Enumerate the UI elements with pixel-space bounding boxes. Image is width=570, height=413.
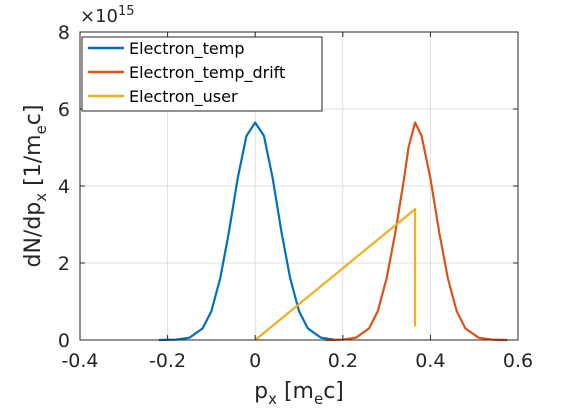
x-tick-label: 0.6 xyxy=(503,350,533,372)
legend-items: Electron_temp Electron_temp_drift Electron… xyxy=(88,39,285,107)
y-tick-label: 2 xyxy=(58,253,70,275)
y-multiplier: ×1015 xyxy=(80,4,135,27)
x-tick-label: 0 xyxy=(249,350,261,372)
y-tick-label: 0 xyxy=(58,330,70,352)
y-axis-label: dN/dpx [1/mec] xyxy=(21,105,50,268)
series-line-electron-temp xyxy=(158,121,335,342)
series-line-electron-user xyxy=(254,208,417,341)
y-tick-label: 4 xyxy=(58,176,70,198)
y-tick-label: 8 xyxy=(58,22,70,44)
x-axis-label: px [mec] xyxy=(254,379,344,408)
x-tick-label: 0.4 xyxy=(415,350,445,372)
legend-label: Electron_user xyxy=(129,87,238,107)
x-tick-label: -0.2 xyxy=(149,350,186,372)
legend: Electron_temp Electron_temp_drift Electron… xyxy=(81,36,323,112)
x-tick-label: -0.4 xyxy=(61,350,98,372)
legend-label: Electron_temp_drift xyxy=(129,63,285,83)
legend-box xyxy=(81,36,323,112)
legend-label: Electron_temp xyxy=(129,39,244,59)
ticks: -0.4 -0.2 0 0.2 0.4 0.6 0 2 4 6 8 xyxy=(58,22,533,372)
series-layer xyxy=(158,121,508,342)
x-tick-label: 0.2 xyxy=(328,350,358,372)
y-tick-label: 6 xyxy=(58,99,70,121)
series-line-electron-temp-drift xyxy=(325,121,508,342)
